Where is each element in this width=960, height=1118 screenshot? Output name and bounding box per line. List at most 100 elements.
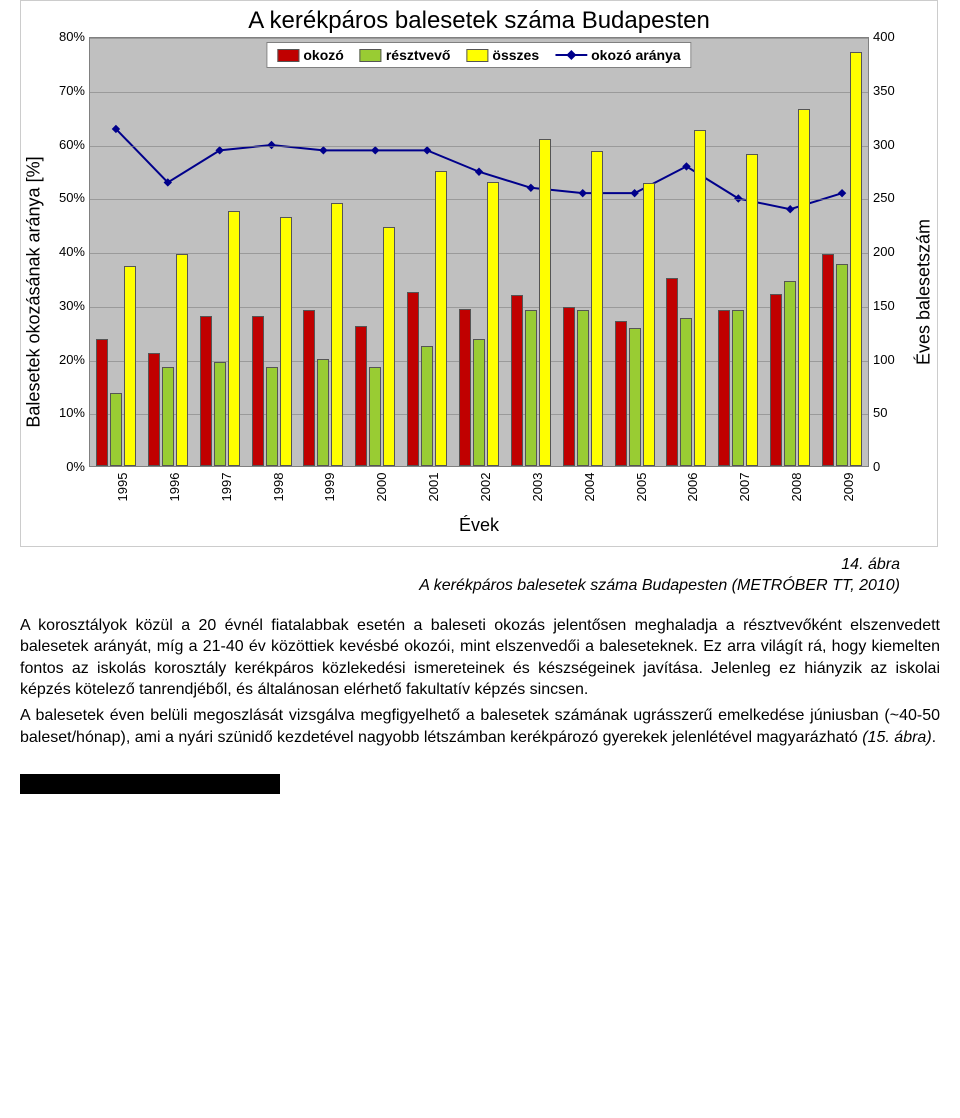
bar-okozo: [718, 310, 730, 466]
bar-resztvevo: [680, 318, 692, 466]
x-tick: 2004: [582, 473, 597, 502]
bar-okozo: [666, 278, 678, 466]
x-tick: 1998: [271, 473, 286, 502]
y-left-tick: 0%: [47, 460, 89, 473]
year-group: [401, 171, 453, 466]
y-left-tick: 20%: [47, 353, 89, 366]
legend-label: összes: [492, 47, 539, 63]
year-group: [816, 52, 868, 466]
x-ticks: 1995199619971998199920002001200220032004…: [89, 467, 869, 509]
y-right-tick: 100: [869, 353, 911, 366]
bar-osszes: [124, 266, 136, 466]
bar-osszes: [331, 203, 343, 466]
bar-resztvevo: [421, 346, 433, 466]
bar-okozo: [200, 316, 212, 467]
bar-resztvevo: [266, 367, 278, 466]
y-right-axis-label: Éves balesetszám: [914, 218, 935, 364]
bar-okozo: [822, 254, 834, 466]
bar-osszes: [798, 109, 810, 466]
x-tick: 1999: [322, 473, 337, 502]
y-right-tick: 300: [869, 138, 911, 151]
bar-okozo: [96, 339, 108, 466]
bar-osszes: [591, 151, 603, 466]
x-tick: 2001: [426, 473, 441, 502]
y-left-tick: 40%: [47, 245, 89, 258]
figure-caption-text: A kerékpáros balesetek száma Budapesten …: [419, 577, 900, 594]
x-axis-label: Évek: [47, 509, 911, 546]
bar-osszes: [850, 52, 862, 466]
chart-title: A kerékpáros balesetek száma Budapesten: [21, 1, 937, 37]
legend-item-okozo: okozó: [277, 47, 343, 63]
bar-okozo: [303, 310, 315, 466]
bar-resztvevo: [577, 310, 589, 466]
year-group: [453, 182, 505, 466]
legend-item-arany: okozó aránya: [555, 47, 680, 63]
year-group: [557, 151, 609, 466]
y-left-tick: 50%: [47, 191, 89, 204]
y-right-tick: 50: [869, 406, 911, 419]
bar-resztvevo: [836, 264, 848, 466]
legend-swatch: [277, 49, 299, 62]
bar-resztvevo: [525, 310, 537, 466]
legend-item-osszes: összes: [466, 47, 539, 63]
y-right-tick: 400: [869, 30, 911, 43]
legend-label: résztvevő: [386, 47, 451, 63]
x-tick: 2006: [685, 473, 700, 502]
bar-osszes: [539, 139, 551, 466]
y-left-tick: 30%: [47, 299, 89, 312]
bar-okozo: [252, 316, 264, 467]
body-text: A korosztályok közül a 20 évnél fiatalab…: [20, 615, 940, 749]
bar-resztvevo: [473, 339, 485, 466]
y-right-tick: 150: [869, 299, 911, 312]
bar-okozo: [148, 353, 160, 466]
bar-resztvevo: [110, 393, 122, 466]
year-group: [505, 139, 557, 466]
figure-number: 14. ábra: [841, 556, 900, 573]
x-tick: 1997: [219, 473, 234, 502]
legend-line-icon: [555, 48, 587, 62]
bar-okozo: [563, 307, 575, 466]
y-right-ticks: 050100150200250300350400: [869, 37, 911, 467]
y-left-tick: 80%: [47, 30, 89, 43]
chart-legend: okozó résztvevő összes okozó aránya: [266, 42, 691, 68]
plot-area: okozó résztvevő összes okozó aránya: [89, 37, 869, 467]
x-tick: 2008: [789, 473, 804, 502]
bar-osszes: [383, 227, 395, 466]
bar-okozo: [615, 321, 627, 466]
bar-osszes: [746, 154, 758, 466]
bar-osszes: [435, 171, 447, 466]
body-paragraph: A balesetek éven belüli megoszlását vizs…: [20, 705, 940, 748]
bar-okozo: [407, 292, 419, 466]
bar-osszes: [228, 211, 240, 466]
bar-osszes: [176, 254, 188, 466]
year-group: [609, 183, 661, 466]
y-left-tick: 60%: [47, 138, 89, 151]
x-tick: 2002: [478, 473, 493, 502]
year-group: [349, 227, 401, 466]
bar-resztvevo: [629, 328, 641, 466]
bar-resztvevo: [162, 367, 174, 466]
bar-resztvevo: [214, 362, 226, 466]
y-left-tick: 70%: [47, 84, 89, 97]
legend-swatch: [466, 49, 488, 62]
x-tick: 2000: [374, 473, 389, 502]
footer-bar: [20, 774, 280, 794]
year-group: [297, 203, 349, 466]
x-tick: 1995: [115, 473, 130, 502]
legend-label: okozó aránya: [591, 47, 680, 63]
legend-label: okozó: [303, 47, 343, 63]
year-group: [712, 154, 764, 466]
y-right-axis-label-cell: Éves balesetszám: [911, 37, 937, 546]
y-right-tick: 350: [869, 84, 911, 97]
bar-okozo: [355, 326, 367, 466]
x-tick: 1996: [167, 473, 182, 502]
bar-resztvevo: [317, 359, 329, 467]
year-group: [661, 130, 713, 466]
y-right-tick: 250: [869, 191, 911, 204]
bar-okozo: [770, 294, 782, 466]
bicycle-accidents-chart: A kerékpáros balesetek száma Budapesten …: [20, 0, 938, 547]
bar-resztvevo: [784, 281, 796, 466]
x-tick: 2007: [737, 473, 752, 502]
body-paragraph: A korosztályok közül a 20 évnél fiatalab…: [20, 615, 940, 701]
x-tick: 2005: [634, 473, 649, 502]
